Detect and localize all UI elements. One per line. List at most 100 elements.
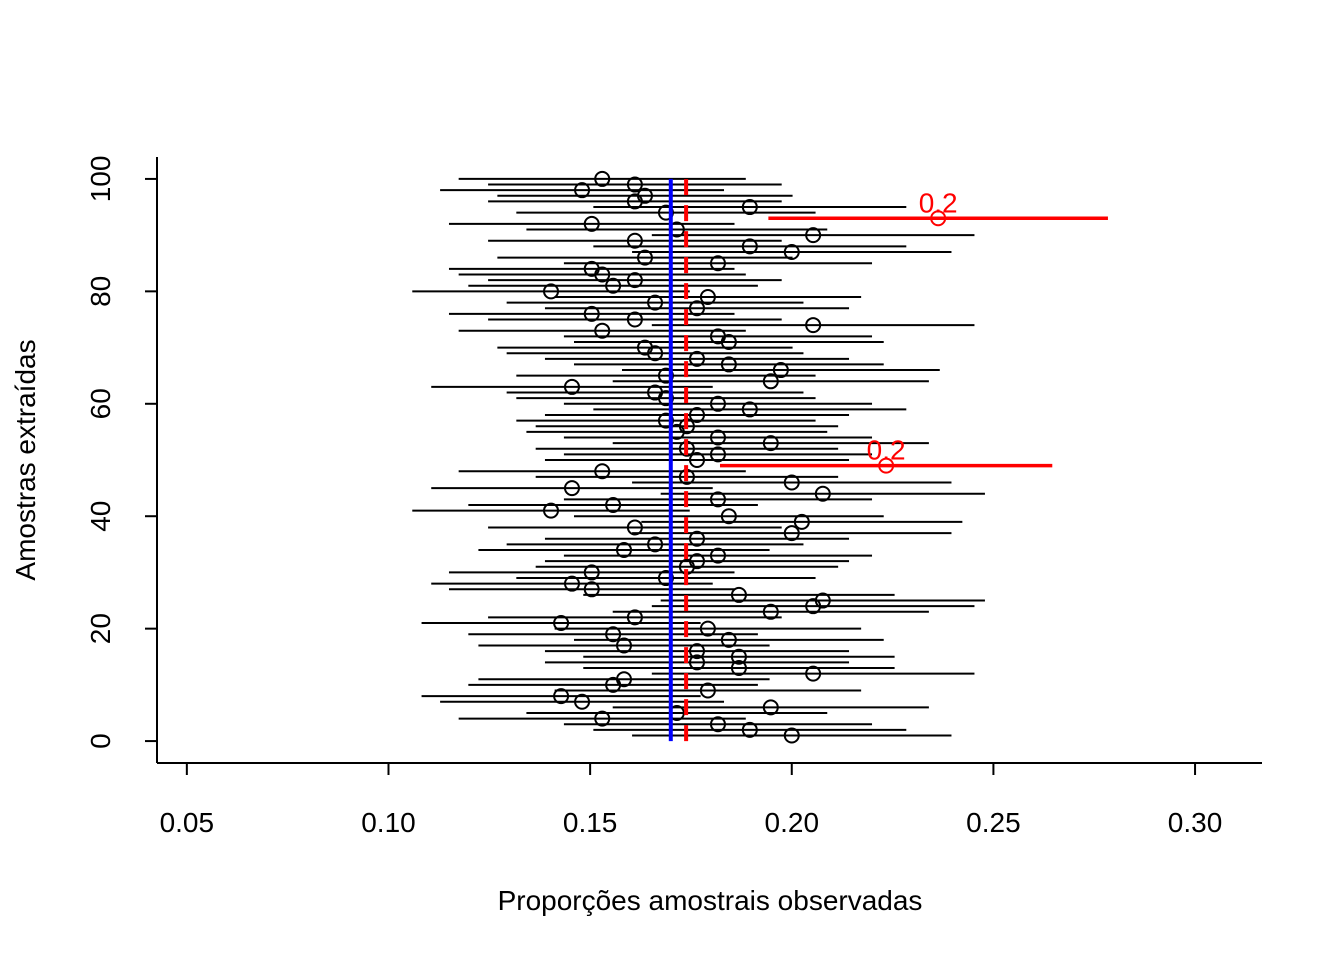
- point: [741, 401, 758, 418]
- point: [626, 311, 643, 328]
- point: [543, 502, 560, 519]
- point: [688, 643, 705, 660]
- x-tick-label: 0.05: [160, 807, 215, 838]
- point: [657, 412, 674, 429]
- x-tick-label: 0.25: [966, 807, 1021, 838]
- y-tick-label: 40: [85, 501, 116, 532]
- x-axis-title: Proporções amostrais observadas: [498, 885, 923, 916]
- point: [616, 671, 633, 688]
- point: [805, 317, 822, 334]
- point: [594, 710, 611, 727]
- x-tick-label: 0.10: [361, 807, 416, 838]
- point: [720, 356, 737, 373]
- point: [688, 530, 705, 547]
- annotation: 0.2: [867, 435, 906, 466]
- point: [636, 187, 653, 204]
- point: [616, 637, 633, 654]
- point: [699, 288, 716, 305]
- point: [699, 620, 716, 637]
- point: [741, 199, 758, 216]
- x-tick-label: 0.15: [563, 807, 618, 838]
- point: [930, 210, 947, 227]
- point: [688, 654, 705, 671]
- point: [741, 238, 758, 255]
- point: [636, 339, 653, 356]
- point: [793, 513, 810, 530]
- point: [762, 699, 779, 716]
- point: [647, 536, 664, 553]
- point: [574, 693, 591, 710]
- point: [688, 407, 705, 424]
- point: [730, 648, 747, 665]
- point: [616, 541, 633, 558]
- y-tick-label: 100: [85, 156, 116, 203]
- point: [657, 570, 674, 587]
- point: [762, 435, 779, 452]
- y-tick-label: 80: [85, 276, 116, 307]
- point: [730, 586, 747, 603]
- point: [805, 227, 822, 244]
- point: [783, 727, 800, 744]
- point: [636, 249, 653, 266]
- x-tick-label: 0.20: [765, 807, 820, 838]
- point: [647, 384, 664, 401]
- point: [720, 508, 737, 525]
- point: [657, 367, 674, 384]
- point: [688, 452, 705, 468]
- point: [709, 429, 726, 446]
- point: [772, 362, 789, 379]
- point: [699, 682, 716, 699]
- point: [762, 603, 779, 620]
- point: [594, 322, 611, 339]
- point: [574, 182, 591, 199]
- point: [563, 575, 580, 592]
- point: [709, 716, 726, 733]
- point: [605, 626, 622, 643]
- y-tick-label: 60: [85, 388, 116, 419]
- point: [626, 176, 643, 193]
- point: [583, 215, 600, 232]
- point: [783, 474, 800, 491]
- point: [688, 553, 705, 570]
- point: [741, 721, 758, 738]
- point: [805, 665, 822, 682]
- point: [709, 255, 726, 272]
- point: [688, 300, 705, 317]
- point: [594, 170, 611, 187]
- point: [709, 395, 726, 412]
- y-tick-label: 20: [85, 613, 116, 644]
- point: [783, 244, 800, 261]
- point: [783, 525, 800, 542]
- point: [657, 204, 674, 221]
- point: [626, 232, 643, 249]
- point: [583, 564, 600, 581]
- point: [594, 463, 611, 480]
- x-tick-label: 0.30: [1168, 807, 1223, 838]
- point: [605, 277, 622, 294]
- point: [647, 294, 664, 311]
- point: [626, 519, 643, 536]
- point: [553, 615, 570, 632]
- point: [709, 547, 726, 564]
- point: [583, 305, 600, 322]
- point: [626, 272, 643, 289]
- y-axis-title: Amostras extraídas: [10, 339, 41, 580]
- point: [563, 480, 580, 497]
- point: [709, 491, 726, 508]
- point: [626, 609, 643, 626]
- point: [709, 446, 726, 463]
- point: [709, 328, 726, 345]
- point: [688, 350, 705, 367]
- point: [583, 581, 600, 598]
- y-tick-label: 0: [85, 733, 116, 749]
- point: [583, 260, 600, 277]
- point: [730, 659, 747, 676]
- point: [814, 485, 831, 502]
- point: [553, 688, 570, 705]
- point: [762, 373, 779, 390]
- point: [720, 631, 737, 648]
- point: [878, 457, 895, 474]
- point: [605, 496, 622, 513]
